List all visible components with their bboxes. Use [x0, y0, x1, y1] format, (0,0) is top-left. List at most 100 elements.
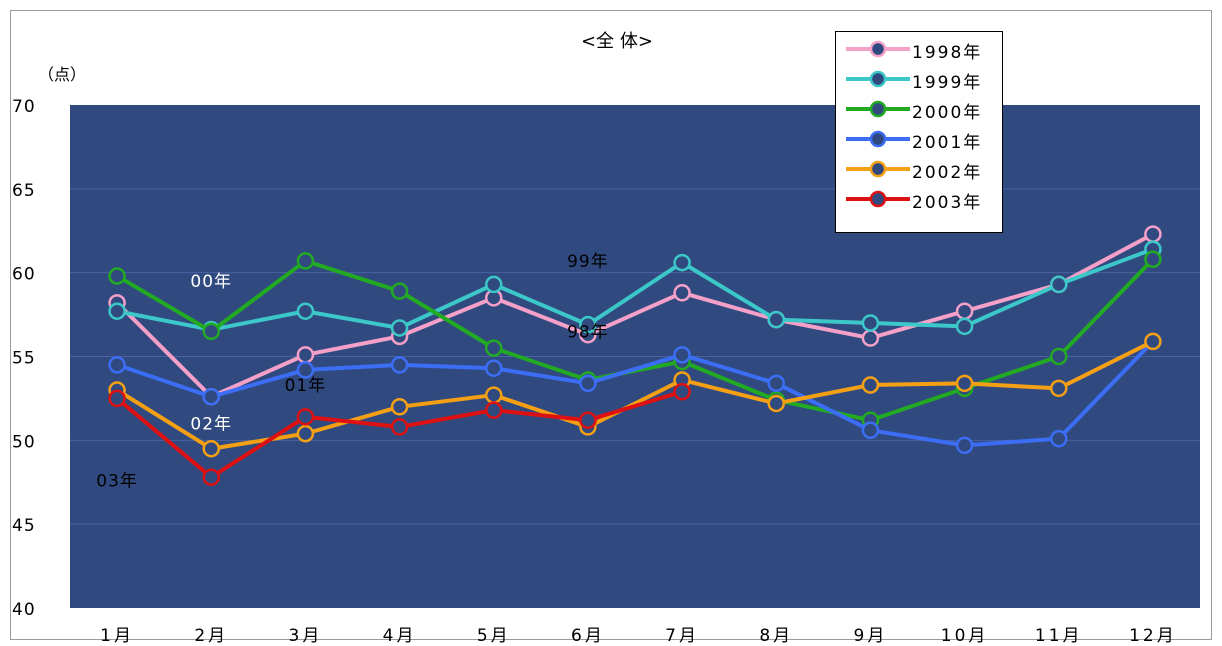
data-point — [296, 361, 315, 379]
data-point — [1050, 379, 1068, 398]
series-annotation: 98年 — [567, 322, 609, 342]
data-point — [955, 374, 974, 393]
data-point — [108, 356, 126, 374]
series-annotation: 00年 — [190, 272, 232, 292]
legend: 1998年 1999年 2000年 2001年 2002年 2003年 — [835, 31, 1003, 233]
data-point — [579, 374, 597, 393]
y-tick-label: 60 — [12, 265, 36, 285]
data-point — [1144, 332, 1162, 351]
legend-item: 1999年 — [836, 64, 1004, 94]
x-tick-label: 7月 — [665, 626, 699, 646]
legend-swatch — [846, 190, 910, 208]
data-point — [673, 382, 691, 401]
data-point — [861, 421, 880, 440]
data-point — [767, 394, 785, 413]
data-point — [1144, 225, 1162, 243]
x-tick-label: 11月 — [1035, 626, 1083, 646]
data-point — [955, 317, 974, 336]
x-tick-label: 5月 — [477, 626, 511, 646]
series-line — [116, 247, 1154, 332]
y-tick-label: 40 — [12, 600, 36, 620]
data-point — [108, 267, 126, 285]
data-point — [485, 359, 503, 377]
y-tick-label: 50 — [12, 432, 36, 452]
data-point — [861, 314, 880, 332]
legend-swatch — [846, 130, 910, 148]
legend-label: 2001年 — [912, 133, 983, 153]
x-tick-label: 4月 — [383, 626, 417, 646]
data-point — [955, 302, 974, 320]
y-tick-label: 45 — [12, 516, 36, 536]
legend-item: 2002年 — [836, 154, 1004, 184]
data-point — [390, 356, 409, 374]
data-point — [202, 468, 220, 486]
legend-swatch — [846, 70, 910, 88]
y-axis-label: （点） — [38, 65, 86, 84]
x-tick-label: 12月 — [1129, 626, 1177, 646]
data-point — [390, 319, 409, 337]
data-point — [485, 386, 503, 404]
data-point — [767, 374, 785, 393]
data-point — [485, 339, 503, 357]
legend-label: 2002年 — [912, 163, 983, 183]
series-line — [116, 340, 1155, 448]
legend-swatch — [846, 160, 910, 178]
data-point — [673, 346, 691, 364]
data-point — [767, 310, 785, 329]
legend-swatch — [846, 40, 910, 58]
series-annotation: 99年 — [567, 252, 609, 272]
legend-label: 2003年 — [912, 193, 983, 213]
y-tick-label: 70 — [12, 97, 36, 117]
data-point — [390, 282, 409, 300]
data-point — [485, 275, 503, 294]
data-point — [579, 411, 597, 429]
legend-item: 1998年 — [836, 34, 1004, 64]
y-tick-label: 55 — [12, 349, 36, 369]
x-tick-label: 1月 — [100, 626, 134, 646]
data-point — [955, 436, 974, 455]
x-tick-label: 10月 — [941, 626, 989, 646]
legend-item: 2000年 — [836, 94, 1004, 124]
series-line — [115, 232, 1154, 399]
legend-item: 2003年 — [836, 184, 1004, 214]
series-annotation: 01年 — [285, 376, 327, 396]
data-point — [1050, 429, 1068, 448]
data-point — [202, 439, 220, 458]
data-point — [1050, 275, 1068, 294]
x-tick-label: 6月 — [571, 626, 605, 646]
x-tick-label: 9月 — [854, 626, 888, 646]
data-point — [1050, 347, 1068, 366]
data-point — [1144, 250, 1162, 269]
data-point — [861, 329, 880, 347]
data-point — [296, 424, 315, 443]
data-point — [108, 302, 126, 320]
legend-item: 2001年 — [836, 124, 1004, 154]
legend-label: 1999年 — [912, 73, 983, 93]
data-point — [296, 408, 315, 426]
data-point — [296, 252, 315, 270]
y-tick-label: 65 — [12, 181, 36, 201]
data-point — [202, 322, 220, 341]
series-line — [116, 339, 1154, 451]
series-annotation: 02年 — [190, 415, 232, 435]
data-point — [579, 315, 597, 334]
data-point — [485, 401, 503, 419]
x-tick-label: 8月 — [759, 626, 793, 646]
data-point — [861, 376, 880, 394]
data-point — [673, 253, 691, 272]
series-annotation: 03年 — [96, 472, 138, 492]
data-point — [296, 302, 315, 320]
legend-swatch — [846, 100, 910, 118]
data-point — [202, 387, 220, 406]
chart-title: <全 体> — [581, 31, 653, 52]
data-point — [296, 346, 315, 364]
x-tick-label: 3月 — [289, 626, 323, 646]
legend-label: 2000年 — [912, 103, 983, 123]
legend-label: 1998年 — [912, 43, 983, 63]
data-point — [390, 418, 409, 436]
x-tick-label: 2月 — [194, 626, 228, 646]
data-point — [390, 398, 409, 416]
data-point — [673, 284, 691, 302]
data-point — [108, 389, 126, 408]
